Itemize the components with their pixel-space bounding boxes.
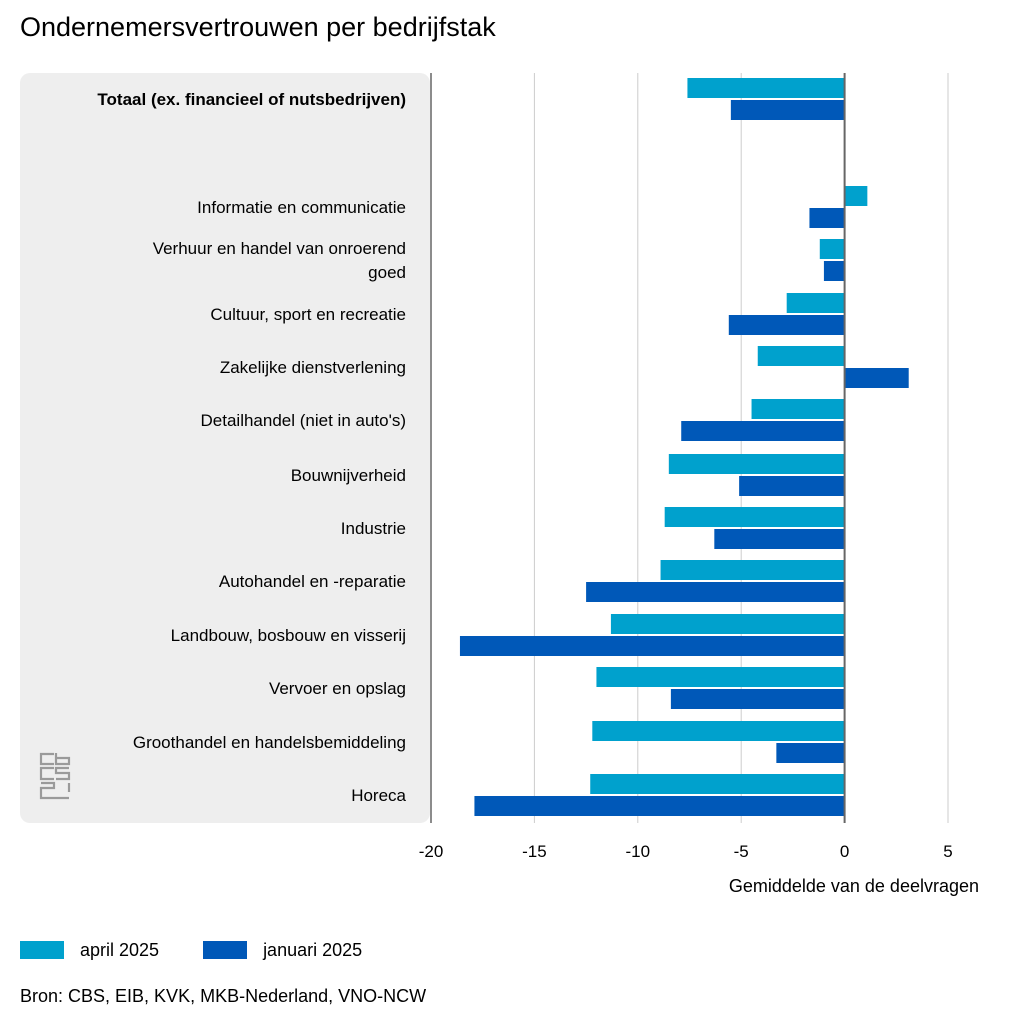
- chart-legend: april 2025 januari 2025: [20, 936, 406, 964]
- cbs-logo-icon: [39, 752, 71, 800]
- bar-april: [592, 721, 845, 741]
- category-label: Verhuur en handel van onroerend: [153, 239, 406, 258]
- category-label: Groothandel en handelsbemiddeling: [133, 733, 406, 752]
- category-label: Informatie en communicatie: [197, 198, 406, 217]
- legend-label-april: april 2025: [80, 939, 160, 960]
- bar-januari: [714, 529, 845, 549]
- bar-april: [596, 667, 845, 687]
- bar-april: [786, 293, 845, 313]
- legend-item-januari: januari 2025: [203, 940, 362, 961]
- category-label: Cultuur, sport en recreatie: [210, 305, 406, 324]
- bar-april: [660, 560, 845, 580]
- bar-januari: [670, 689, 845, 709]
- x-axis-label: Gemiddelde van de deelvragen: [729, 876, 979, 896]
- category-label: Industrie: [341, 519, 406, 538]
- bar-april: [610, 614, 845, 634]
- chart-title: Ondernemersvertrouwen per bedrijfstak: [20, 12, 496, 42]
- x-tick-label: -20: [419, 842, 444, 861]
- category-label: Totaal (ex. financieel of nutsbedrijven): [97, 90, 406, 109]
- category-label: Landbouw, bosbouw en visserij: [171, 626, 406, 645]
- legend-label-januari: januari 2025: [263, 939, 363, 960]
- bar-april: [664, 507, 845, 527]
- category-label: goed: [368, 263, 406, 282]
- bar-januari: [728, 315, 845, 335]
- bar-april: [751, 399, 845, 419]
- bar-januari: [844, 368, 909, 388]
- category-label: Zakelijke dienstverlening: [220, 358, 406, 377]
- category-label: Horeca: [351, 786, 406, 805]
- bar-april: [668, 454, 845, 474]
- category-label: Vervoer en opslag: [269, 679, 406, 698]
- bar-januari: [474, 796, 845, 816]
- category-label: Detailhandel (niet in auto's): [201, 411, 406, 430]
- bar-april: [757, 346, 845, 366]
- x-tick-label: 5: [943, 842, 952, 861]
- legend-item-april: april 2025: [20, 940, 159, 961]
- bar-januari: [459, 636, 845, 656]
- legend-swatch-januari: [203, 941, 248, 959]
- category-label: Bouwnijverheid: [291, 466, 406, 485]
- category-label-panel: [20, 73, 430, 823]
- bar-januari: [730, 100, 845, 120]
- bar-april: [590, 774, 845, 794]
- legend-swatch-april: [20, 941, 64, 959]
- x-tick-label: -10: [626, 842, 651, 861]
- bar-januari: [739, 476, 845, 496]
- x-tick-label: -5: [734, 842, 749, 861]
- category-label: Autohandel en -reparatie: [219, 572, 406, 591]
- x-tick-label: 0: [840, 842, 849, 861]
- source-note: Bron: CBS, EIB, KVK, MKB-Nederland, VNO-…: [20, 986, 427, 1006]
- bar-januari: [776, 743, 845, 763]
- bar-april: [687, 78, 845, 98]
- bar-april: [844, 186, 868, 206]
- bar-april: [819, 239, 845, 259]
- bar-januari: [809, 208, 845, 228]
- bar-januari: [681, 421, 845, 441]
- bar-januari: [823, 261, 845, 281]
- x-tick-label: -15: [522, 842, 547, 861]
- bar-januari: [586, 582, 845, 602]
